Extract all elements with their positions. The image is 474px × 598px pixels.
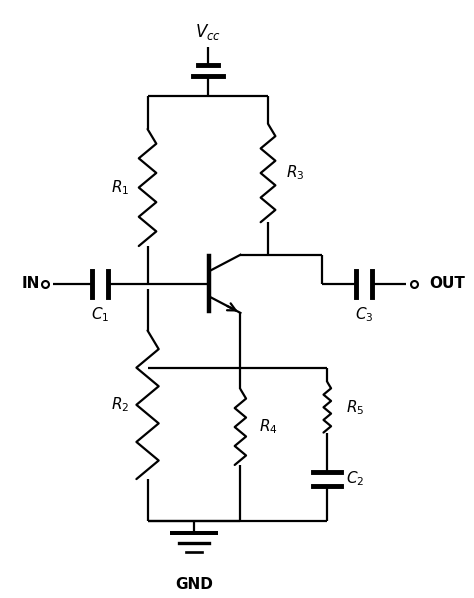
Text: $R_2$: $R_2$ xyxy=(111,395,129,414)
Text: $C_3$: $C_3$ xyxy=(355,306,374,324)
Text: $R_1$: $R_1$ xyxy=(111,178,129,197)
Text: $C_1$: $C_1$ xyxy=(91,306,109,324)
Text: GND: GND xyxy=(175,577,213,592)
Text: IN: IN xyxy=(22,276,40,291)
Text: $V_{cc}$: $V_{cc}$ xyxy=(195,22,221,42)
Text: $R_5$: $R_5$ xyxy=(346,398,364,417)
Text: $R_3$: $R_3$ xyxy=(286,164,305,182)
Text: $R_4$: $R_4$ xyxy=(259,417,277,437)
Text: $C_2$: $C_2$ xyxy=(346,469,364,488)
Text: OUT: OUT xyxy=(429,276,465,291)
